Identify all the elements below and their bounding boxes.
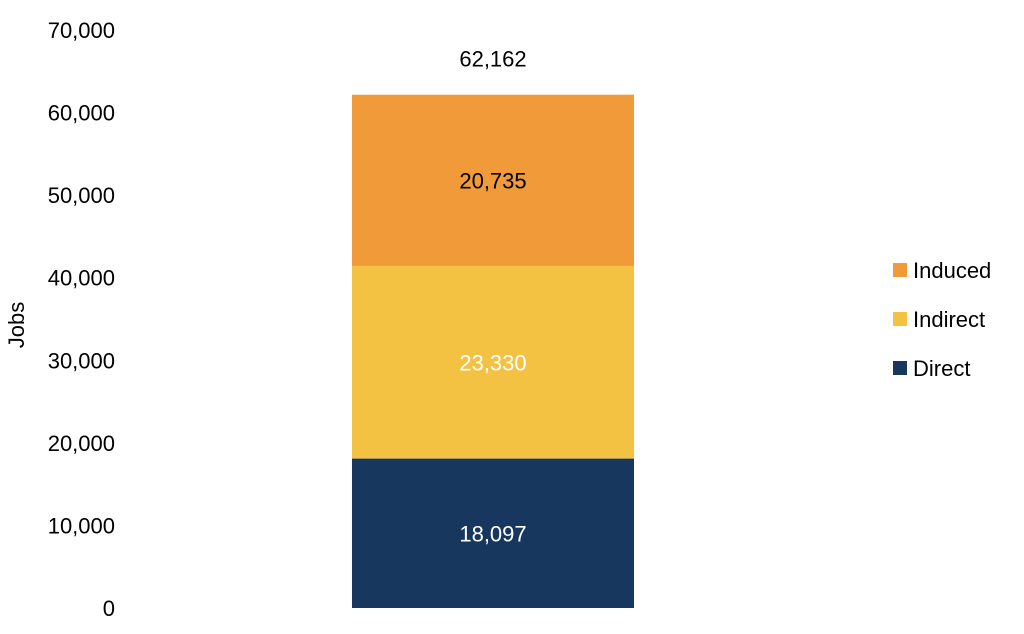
legend-label-induced: Induced xyxy=(913,258,991,283)
y-axis-ticks: 0 10,000 20,000 30,000 40,000 50,000 60,000 70,… xyxy=(48,18,115,621)
bar-segments xyxy=(352,94,634,608)
y-tick-label: 70,000 xyxy=(48,18,115,43)
y-tick-label: 10,000 xyxy=(48,513,115,538)
bar-segment-direct xyxy=(352,458,634,608)
y-axis-title: Jobs xyxy=(4,302,29,348)
legend-label-direct: Direct xyxy=(913,356,970,381)
total-label: 62,162 xyxy=(459,47,526,72)
data-label-induced: 20,735 xyxy=(459,168,526,193)
legend-swatch-direct xyxy=(893,361,907,375)
data-label-indirect: 23,330 xyxy=(459,350,526,375)
legend-label-indirect: Indirect xyxy=(913,307,985,332)
data-labels: 18,097 23,330 20,735 xyxy=(459,168,526,546)
legend: Induced Indirect Direct xyxy=(893,258,991,381)
bar-segment-induced xyxy=(352,94,634,266)
legend-swatch-indirect xyxy=(893,312,907,326)
data-label-direct: 18,097 xyxy=(459,521,526,546)
legend-swatch-induced xyxy=(893,263,907,277)
y-tick-label: 50,000 xyxy=(48,183,115,208)
y-tick-label: 40,000 xyxy=(48,266,115,291)
bar-segment-indirect xyxy=(352,265,634,459)
y-tick-label: 60,000 xyxy=(48,101,115,126)
y-tick-label: 20,000 xyxy=(48,431,115,456)
y-tick-label: 30,000 xyxy=(48,348,115,373)
y-tick-label: 0 xyxy=(103,596,115,621)
